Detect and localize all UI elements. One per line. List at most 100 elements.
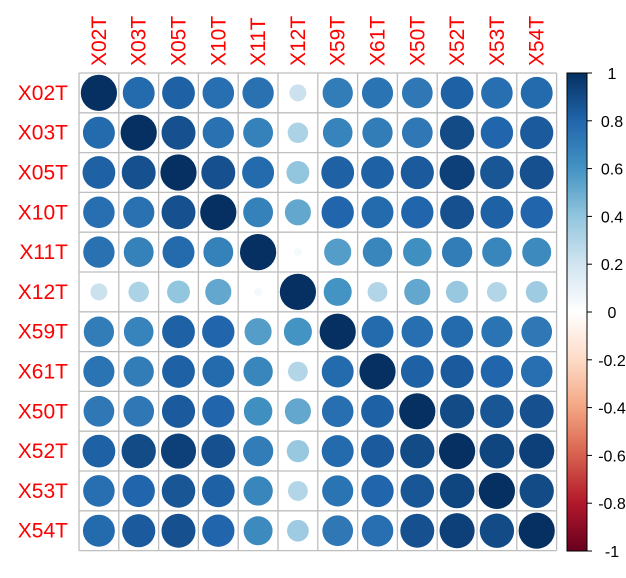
column-label: X10T (207, 16, 230, 66)
correlation-circle (83, 236, 115, 268)
correlation-circle (83, 395, 115, 427)
correlation-circle (82, 116, 115, 149)
grid-lines (78, 72, 558, 552)
correlation-circle (482, 237, 512, 267)
row-label: X53T (18, 480, 68, 503)
correlation-circle (439, 513, 475, 549)
correlation-circle (286, 161, 310, 184)
correlation-circle (322, 515, 354, 547)
correlation-circle (480, 394, 514, 429)
correlation-circle (287, 122, 309, 143)
correlation-circle (520, 116, 554, 150)
correlation-circle (289, 84, 307, 102)
correlation-circle (80, 74, 118, 112)
colorbar-tick-label: -0.6 (598, 448, 626, 465)
correlation-circle (201, 155, 236, 190)
colorbar-tick-label: -1 (605, 544, 619, 561)
row-label: X54T (18, 520, 68, 543)
correlation-circle (162, 76, 195, 110)
correlation-circle (319, 313, 356, 350)
correlation-circle (519, 394, 554, 429)
correlation-circle (400, 474, 435, 508)
correlation-cells (80, 74, 555, 549)
correlation-circle (161, 474, 196, 508)
correlation-circle (121, 433, 156, 469)
correlation-circle (359, 353, 396, 390)
correlation-circle (321, 435, 354, 468)
correlation-circle (284, 199, 311, 226)
correlation-circle (439, 394, 475, 429)
correlation-circle (202, 514, 235, 547)
correlation-circle (441, 236, 473, 268)
correlation-circle (400, 513, 435, 548)
correlation-circle (439, 473, 475, 509)
correlation-circle (403, 237, 432, 267)
row-label: X50T (18, 400, 68, 423)
correlation-circle (243, 117, 274, 148)
correlation-circle (400, 433, 435, 469)
correlation-circle (90, 283, 108, 301)
correlation-circle (481, 77, 513, 109)
correlation-circle (122, 474, 155, 508)
correlation-circle (242, 77, 274, 109)
correlation-circle (361, 196, 394, 229)
correlation-circle (440, 195, 475, 230)
correlation-circle (518, 512, 555, 549)
correlation-circle (441, 315, 474, 348)
correlation-circle (242, 435, 274, 467)
correlation-circle (83, 196, 115, 229)
correlation-circle (122, 76, 155, 109)
correlation-circle (243, 516, 273, 546)
correlation-circle (160, 433, 197, 469)
correlation-circle (123, 316, 154, 347)
correlation-circle (439, 154, 475, 191)
correlation-circle (162, 315, 195, 349)
correlation-circle (324, 238, 352, 266)
correlation-circle (243, 356, 273, 387)
colorbar-tick-label: 0.2 (601, 257, 623, 274)
correlation-circle (205, 278, 232, 305)
column-label: X12T (287, 16, 310, 66)
correlation-circle (239, 233, 277, 271)
correlation-circle (242, 156, 275, 189)
correlation-circle (201, 434, 236, 469)
correlation-circle (128, 281, 149, 303)
correlation-circle (123, 237, 154, 268)
correlation-circle (440, 354, 474, 389)
correlation-circle (243, 397, 273, 426)
correlation-circle (243, 197, 274, 228)
correlation-circle (123, 356, 154, 387)
correlation-circle (361, 514, 394, 547)
correlation-circle (160, 154, 197, 191)
correlation-circle (284, 398, 311, 425)
correlation-circle (83, 475, 115, 507)
colorbar-tick-label: -0.8 (598, 496, 626, 513)
column-label: X50T (406, 16, 429, 66)
correlation-circle (203, 237, 234, 268)
correlation-circle (400, 355, 434, 388)
row-label: X03T (18, 122, 68, 145)
column-label: X11T (247, 17, 270, 66)
correlation-circle (361, 156, 394, 189)
correlation-circle (202, 117, 234, 149)
correlation-circle (283, 317, 312, 346)
row-label: X61T (18, 361, 68, 384)
correlation-circle (202, 355, 235, 388)
correlation-circle (202, 315, 235, 348)
row-label: X52T (18, 440, 68, 463)
correlation-circle (361, 394, 394, 428)
row-label: X12T (18, 281, 68, 304)
correlation-circle (401, 117, 433, 149)
correlation-circle (480, 355, 514, 388)
correlation-circle (321, 196, 354, 229)
correlation-circle (162, 236, 195, 269)
correlation-circle (521, 316, 553, 348)
correlation-circle (287, 361, 308, 382)
correlation-circle (439, 115, 475, 150)
correlation-circle (244, 318, 272, 346)
column-label: X02T (88, 16, 111, 66)
correlation-circle (201, 474, 235, 508)
correlation-circle (322, 475, 354, 507)
